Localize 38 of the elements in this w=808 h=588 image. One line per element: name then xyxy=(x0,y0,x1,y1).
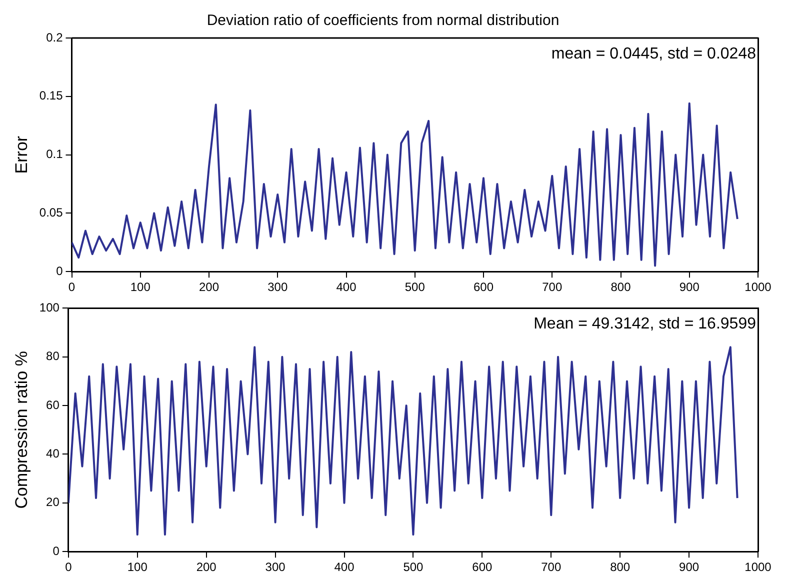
chart-title: Deviation ratio of coefficients from normal distribution xyxy=(206,12,560,30)
x-tick-label: 200 xyxy=(196,560,217,574)
y-tick-label: 0.1 xyxy=(46,147,64,162)
x-tick-label: 100 xyxy=(127,560,148,574)
x-tick-label: 600 xyxy=(472,560,492,574)
x-tick-label: 300 xyxy=(268,280,288,294)
x-tick-label: 0 xyxy=(68,280,76,294)
x-tick-label: 0 xyxy=(65,560,72,574)
y-tick-label: 0.05 xyxy=(39,206,64,220)
x-tick-label: 700 xyxy=(541,560,562,574)
x-tick-label: 900 xyxy=(679,560,700,574)
x-tick-label: 800 xyxy=(610,560,630,574)
y-tick-label: 80 xyxy=(46,349,60,364)
x-tick-label: 1000 xyxy=(744,280,772,294)
y-axis-title: Error xyxy=(12,136,31,174)
x-tick-label: 500 xyxy=(403,560,424,574)
y-axis-title: Compression ratio % xyxy=(12,351,31,509)
x-tick-label: 1000 xyxy=(744,560,772,574)
x-tick-label: 400 xyxy=(336,280,357,294)
annotation: Mean = 49.3142, std = 16.9599 xyxy=(534,316,756,333)
x-tick-label: 100 xyxy=(130,280,151,294)
x-tick-label: 200 xyxy=(198,280,220,294)
x-tick-label: 400 xyxy=(334,560,355,574)
x-tick-label: 500 xyxy=(404,280,426,294)
y-tick-label: 40 xyxy=(46,446,60,461)
annotation: mean = 0.0445, std = 0.0248 xyxy=(551,45,756,62)
y-tick-label: 100 xyxy=(39,300,60,315)
y-tick-label: 0 xyxy=(52,544,60,558)
y-tick-label: 0.2 xyxy=(46,30,64,44)
y-tick-label: 60 xyxy=(46,398,60,412)
y-tick-label: 20 xyxy=(46,495,60,510)
x-tick-label: 300 xyxy=(265,560,286,574)
x-tick-label: 700 xyxy=(542,280,562,294)
y-tick-label: 0.15 xyxy=(39,88,64,103)
x-tick-label: 800 xyxy=(610,280,632,294)
x-tick-label: 900 xyxy=(679,280,700,294)
y-tick-label: 0 xyxy=(56,264,64,278)
x-tick-label: 600 xyxy=(473,280,494,294)
